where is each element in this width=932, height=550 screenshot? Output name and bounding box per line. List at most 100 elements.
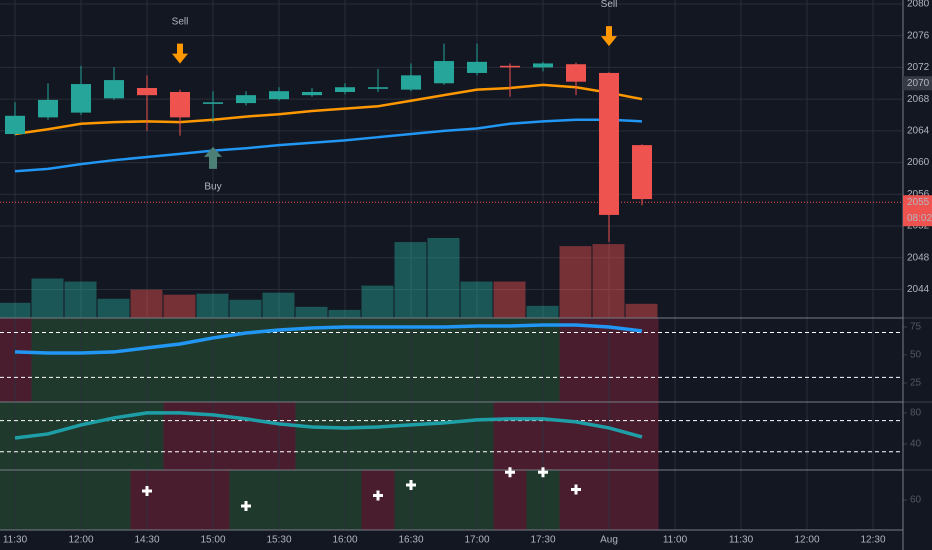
y-tick-label: 2076 — [907, 30, 930, 41]
volume-bar — [328, 309, 361, 318]
candle-body — [137, 88, 157, 96]
signal-label: Sell — [172, 16, 189, 27]
y-tick-label: 2044 — [907, 284, 930, 295]
x-tick-label: 15:00 — [200, 535, 225, 546]
pane-zone — [31, 470, 65, 530]
pane-zone — [559, 402, 593, 470]
pane-zone — [427, 402, 461, 470]
x-tick-label: 15:30 — [266, 535, 291, 546]
volume-bar — [130, 289, 163, 318]
candle-body — [599, 72, 619, 215]
last-price-box — [903, 195, 932, 227]
volume-bar — [31, 278, 64, 318]
volume-bar — [163, 294, 196, 318]
plus-marker — [406, 480, 416, 490]
candle-body — [434, 61, 454, 84]
moving-average — [14, 83, 643, 136]
x-tick-label: 11:30 — [729, 535, 754, 546]
signal-label: Buy — [204, 182, 221, 193]
candle-body — [500, 65, 520, 68]
volume-bar — [526, 305, 559, 318]
volume-bar — [229, 299, 262, 318]
plus-marker — [241, 501, 251, 511]
candle-body — [104, 80, 124, 99]
pane-zone — [427, 470, 461, 530]
sell-arrow — [601, 26, 617, 47]
x-tick-label: 17:30 — [530, 535, 555, 546]
candle-body — [71, 84, 91, 113]
candle-body — [5, 115, 25, 135]
candle-body — [170, 91, 190, 118]
signal-label: Sell — [601, 0, 618, 10]
pane-zone — [559, 470, 593, 530]
pane-zone — [625, 470, 659, 530]
candle-body — [335, 87, 355, 92]
x-tick-label: 14:30 — [134, 535, 159, 546]
pane-zone — [295, 318, 329, 402]
y-tick-label: 2072 — [907, 62, 930, 73]
pane-zone — [0, 318, 32, 402]
indicator-line — [14, 323, 643, 355]
pane-zone — [229, 402, 263, 470]
pane-zone — [427, 318, 461, 402]
volume-bar — [97, 298, 130, 318]
plus-marker — [142, 486, 152, 496]
plus-marker — [373, 490, 383, 501]
pane-zone — [493, 318, 527, 402]
buy-arrow — [204, 146, 222, 169]
candle-body — [566, 64, 586, 82]
axis-bg — [903, 0, 932, 550]
pane-zone — [97, 402, 131, 470]
pane-zone — [361, 402, 395, 470]
candle-body — [467, 61, 487, 73]
y-tick-label: 2056 — [907, 189, 930, 200]
candle-body — [38, 99, 58, 118]
x-tick-label: 16:00 — [332, 535, 357, 546]
x-tick-label: Aug — [600, 535, 618, 546]
pane-zone — [163, 470, 197, 530]
volume-bar — [592, 244, 625, 318]
x-tick-label: 16:30 — [398, 535, 423, 546]
last-price-label: 2055 — [907, 197, 930, 208]
candle-body — [269, 91, 289, 100]
volume-bar — [0, 302, 31, 318]
x-tick-label: 11:00 — [663, 535, 688, 546]
candle-body — [533, 63, 553, 68]
candle-body — [401, 75, 421, 90]
pane-zone — [31, 318, 65, 402]
candle-body — [203, 102, 223, 104]
y-tick-label: 2060 — [907, 157, 930, 168]
volume-bar — [625, 303, 658, 318]
x-tick-label: 12:30 — [860, 535, 885, 546]
pane-zone — [229, 470, 263, 530]
crosshair-box — [903, 76, 932, 91]
volume-bar — [493, 281, 526, 318]
x-tick-label: 11:30 — [3, 535, 28, 546]
volume-bar — [394, 242, 427, 318]
countdown-label: 08:02 — [907, 213, 932, 224]
plus-marker — [538, 467, 548, 478]
volume-bar — [427, 238, 460, 318]
candle-body — [368, 87, 388, 89]
volume-bar — [262, 292, 295, 318]
pane-zone — [493, 402, 527, 470]
volume-bar — [196, 293, 229, 318]
volume-bar — [64, 281, 97, 318]
plus-marker — [505, 467, 515, 478]
indicator-line — [14, 411, 643, 440]
pane-zone — [97, 470, 131, 530]
pane-zone — [0, 470, 32, 530]
pane-zone — [97, 318, 131, 402]
y-tick-label: 2064 — [907, 125, 930, 136]
x-tick-label: 17:00 — [464, 535, 489, 546]
volume-bar — [295, 306, 328, 318]
pane-zone — [163, 318, 197, 402]
moving-average — [14, 118, 643, 173]
candle-body — [632, 145, 652, 200]
y-tick-label: 2048 — [907, 252, 930, 263]
plus-marker — [571, 484, 581, 495]
pane-zone — [295, 470, 329, 530]
pane-zone — [295, 402, 329, 470]
